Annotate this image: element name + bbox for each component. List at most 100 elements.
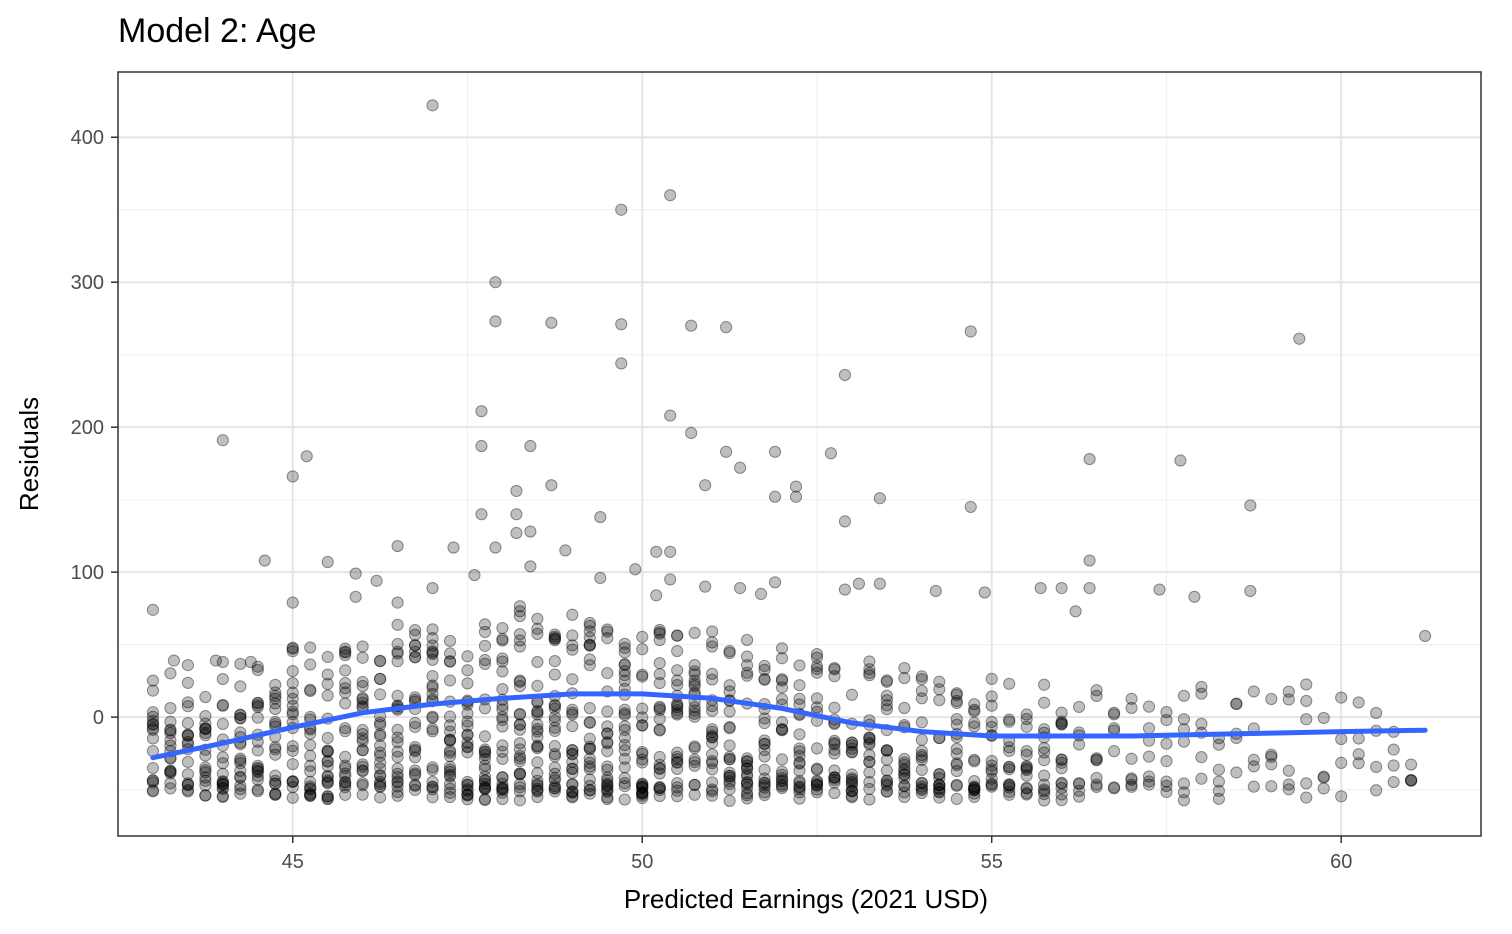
data-point — [251, 783, 264, 796]
data-point — [950, 687, 963, 700]
data-point — [863, 755, 876, 769]
data-point — [1020, 720, 1033, 733]
data-point — [583, 631, 596, 644]
data-point — [863, 793, 876, 806]
data-point — [968, 703, 981, 716]
data-point — [356, 777, 369, 790]
data-point — [950, 694, 963, 708]
data-point — [181, 729, 194, 742]
data-point — [688, 740, 701, 753]
y-axis-title: Residuals — [14, 397, 44, 511]
data-point — [269, 692, 282, 705]
data-point — [671, 781, 684, 794]
data-point — [618, 703, 631, 716]
data-point — [793, 764, 806, 777]
data-point — [339, 682, 352, 695]
panel-border — [117, 71, 1482, 837]
data-point — [531, 767, 544, 780]
data-point — [688, 658, 701, 672]
data-point — [1282, 764, 1295, 777]
data-point — [513, 767, 527, 780]
data-point — [199, 761, 212, 774]
data-point — [1020, 759, 1033, 773]
data-point — [915, 783, 928, 797]
data-point — [601, 737, 614, 750]
data-point — [531, 742, 544, 755]
data-point — [615, 357, 628, 370]
data-point — [636, 702, 649, 715]
data-point — [513, 794, 527, 807]
data-point — [880, 764, 893, 777]
data-point — [723, 769, 736, 782]
data-point — [929, 584, 942, 598]
data-point — [164, 776, 177, 790]
data-point — [793, 728, 806, 741]
data-point — [234, 754, 247, 767]
data-point — [339, 776, 352, 789]
data-point — [513, 600, 527, 613]
data-point — [251, 700, 264, 714]
data-point — [286, 699, 299, 712]
data-point — [251, 744, 264, 757]
data-point — [496, 703, 509, 716]
data-point — [664, 189, 677, 202]
data-point — [461, 719, 474, 732]
data-point — [408, 745, 422, 758]
data-point — [688, 788, 701, 801]
data-point — [286, 758, 299, 771]
data-point — [671, 777, 684, 790]
data-point — [758, 786, 771, 799]
data-point — [391, 655, 404, 668]
data-point — [671, 701, 684, 714]
data-point — [775, 642, 789, 655]
data-point — [146, 718, 160, 731]
data-point — [513, 634, 527, 647]
data-point — [374, 672, 387, 685]
data-point — [1003, 778, 1016, 791]
data-point — [636, 753, 649, 766]
data-point — [688, 753, 701, 766]
data-point — [723, 777, 736, 790]
data-point — [650, 589, 663, 602]
data-point — [443, 674, 457, 687]
data-point — [1055, 788, 1068, 801]
data-point — [699, 479, 712, 492]
data-point — [216, 767, 229, 780]
data-point — [1038, 769, 1051, 782]
data-point — [583, 732, 596, 745]
data-point — [706, 776, 719, 789]
data-point — [478, 625, 492, 639]
data-point — [1072, 700, 1086, 714]
data-point — [234, 752, 247, 765]
data-point — [863, 755, 876, 768]
data-point — [810, 783, 824, 796]
data-point — [146, 603, 160, 616]
data-point — [1055, 756, 1068, 769]
data-point — [758, 659, 771, 673]
data-point — [810, 777, 824, 791]
data-point — [583, 716, 596, 729]
data-point — [723, 679, 736, 692]
data-point — [1125, 752, 1138, 765]
data-point — [1195, 772, 1208, 785]
data-point — [443, 768, 457, 782]
data-point — [768, 445, 782, 458]
data-point — [408, 778, 422, 792]
data-point — [321, 777, 334, 790]
data-point — [566, 708, 579, 721]
data-point — [636, 745, 649, 759]
data-point — [339, 770, 352, 783]
data-point — [758, 776, 771, 790]
data-point — [286, 692, 299, 705]
data-point — [1038, 742, 1051, 755]
data-point — [1142, 775, 1156, 788]
data-point — [356, 758, 369, 771]
data-point — [1160, 737, 1173, 750]
data-point — [391, 731, 404, 744]
data-point — [321, 790, 334, 803]
data-point — [601, 779, 614, 793]
data-point — [723, 646, 736, 660]
data-point — [181, 700, 194, 713]
data-point — [793, 775, 806, 788]
data-point — [723, 750, 736, 764]
